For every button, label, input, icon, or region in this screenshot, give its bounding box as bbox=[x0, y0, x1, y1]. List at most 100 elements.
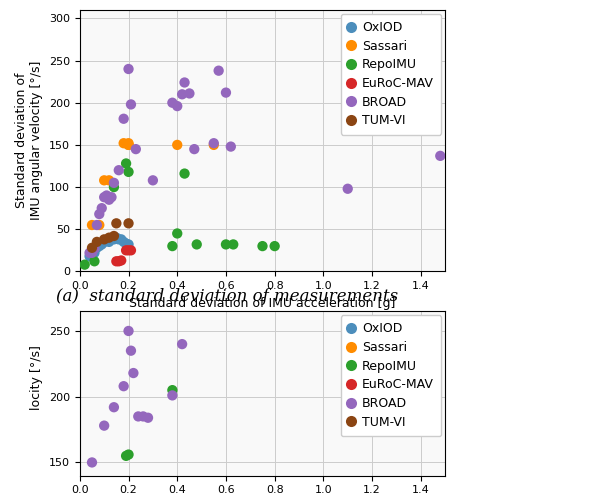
Sassari bbox=[123, 141, 133, 149]
Sassari bbox=[104, 176, 114, 184]
BROAD bbox=[123, 65, 133, 73]
BROAD bbox=[109, 179, 119, 187]
OxIOD bbox=[85, 252, 95, 260]
BROAD bbox=[126, 101, 136, 109]
Sassari bbox=[123, 139, 133, 147]
BROAD bbox=[133, 412, 143, 420]
X-axis label: Standard deviation of IMU acceleration [g]: Standard deviation of IMU acceleration [… bbox=[130, 297, 395, 310]
BROAD bbox=[92, 221, 102, 229]
BROAD bbox=[184, 90, 194, 98]
BROAD bbox=[119, 382, 128, 390]
RepoIMU bbox=[173, 230, 182, 238]
OxIOD bbox=[114, 236, 123, 244]
Sassari bbox=[173, 141, 182, 149]
RepoIMU bbox=[270, 242, 279, 250]
TUM-VI bbox=[109, 232, 119, 240]
Legend: OxIOD, Sassari, RepoIMU, EuRoC-MAV, BROAD, TUM-VI: OxIOD, Sassari, RepoIMU, EuRoC-MAV, BROA… bbox=[341, 14, 441, 135]
BROAD bbox=[99, 193, 109, 201]
OxIOD bbox=[107, 236, 117, 244]
BROAD bbox=[107, 193, 117, 201]
RepoIMU bbox=[228, 241, 238, 249]
BROAD bbox=[221, 89, 231, 97]
OxIOD bbox=[90, 249, 99, 257]
RepoIMU bbox=[80, 260, 90, 268]
OxIOD bbox=[123, 241, 133, 249]
RepoIMU bbox=[192, 241, 201, 249]
EuRoC-MAV bbox=[121, 247, 131, 254]
TUM-VI bbox=[92, 238, 102, 246]
Y-axis label:         locity [°/s]: locity [°/s] bbox=[31, 345, 44, 442]
RepoIMU bbox=[123, 451, 133, 459]
RepoIMU bbox=[121, 159, 131, 167]
OxIOD bbox=[95, 242, 104, 250]
RepoIMU bbox=[258, 242, 268, 250]
OxIOD bbox=[116, 236, 126, 244]
BROAD bbox=[189, 145, 199, 153]
Sassari bbox=[87, 221, 97, 229]
BROAD bbox=[226, 142, 236, 150]
BROAD bbox=[95, 210, 104, 218]
TUM-VI bbox=[99, 236, 109, 244]
BROAD bbox=[109, 403, 119, 411]
OxIOD bbox=[109, 236, 119, 244]
BROAD bbox=[168, 391, 177, 399]
Y-axis label: Standard deviation of
IMU angular velocity [°/s]: Standard deviation of IMU angular veloci… bbox=[15, 61, 44, 221]
RepoIMU bbox=[109, 183, 119, 191]
BROAD bbox=[85, 249, 95, 257]
EuRoC-MAV bbox=[112, 257, 122, 265]
Sassari bbox=[99, 176, 109, 184]
RepoIMU bbox=[180, 170, 190, 178]
BROAD bbox=[168, 99, 177, 107]
BROAD bbox=[97, 204, 107, 212]
BROAD bbox=[104, 196, 114, 204]
OxIOD bbox=[87, 250, 97, 258]
EuRoC-MAV bbox=[116, 256, 126, 264]
BROAD bbox=[214, 67, 223, 75]
TUM-VI bbox=[123, 219, 133, 227]
BROAD bbox=[173, 102, 182, 110]
EuRoC-MAV bbox=[114, 257, 123, 265]
BROAD bbox=[99, 422, 109, 430]
BROAD bbox=[119, 115, 128, 123]
BROAD bbox=[90, 245, 99, 252]
BROAD bbox=[343, 185, 352, 193]
RepoIMU bbox=[121, 452, 131, 460]
TUM-VI bbox=[112, 219, 122, 227]
RepoIMU bbox=[90, 257, 99, 265]
Sassari bbox=[209, 141, 219, 149]
OxIOD bbox=[102, 237, 112, 245]
OxIOD bbox=[119, 238, 128, 246]
BROAD bbox=[177, 90, 187, 98]
EuRoC-MAV bbox=[123, 247, 133, 254]
RepoIMU bbox=[221, 241, 231, 249]
BROAD bbox=[126, 347, 136, 355]
Text: (a)  standard deviation of measurements: (a) standard deviation of measurements bbox=[56, 288, 398, 305]
RepoIMU bbox=[123, 168, 133, 176]
OxIOD bbox=[99, 238, 109, 246]
BROAD bbox=[87, 249, 97, 257]
RepoIMU bbox=[168, 242, 177, 250]
BROAD bbox=[123, 327, 133, 335]
BROAD bbox=[148, 176, 158, 184]
BROAD bbox=[209, 139, 219, 147]
Sassari bbox=[119, 139, 128, 147]
RepoIMU bbox=[168, 386, 177, 394]
Sassari bbox=[95, 221, 104, 229]
Legend: OxIOD, Sassari, RepoIMU, EuRoC-MAV, BROAD, TUM-VI: OxIOD, Sassari, RepoIMU, EuRoC-MAV, BROA… bbox=[341, 315, 441, 436]
OxIOD bbox=[121, 240, 131, 248]
OxIOD bbox=[104, 238, 114, 246]
BROAD bbox=[143, 414, 153, 422]
BROAD bbox=[131, 145, 141, 153]
EuRoC-MAV bbox=[126, 247, 136, 254]
OxIOD bbox=[92, 244, 102, 252]
BROAD bbox=[114, 166, 123, 174]
BROAD bbox=[138, 412, 148, 420]
BROAD bbox=[180, 79, 190, 87]
BROAD bbox=[435, 152, 445, 160]
BROAD bbox=[177, 340, 187, 348]
BROAD bbox=[87, 459, 97, 467]
OxIOD bbox=[112, 234, 122, 242]
Sassari bbox=[123, 141, 133, 149]
TUM-VI bbox=[104, 234, 114, 242]
BROAD bbox=[102, 192, 112, 200]
